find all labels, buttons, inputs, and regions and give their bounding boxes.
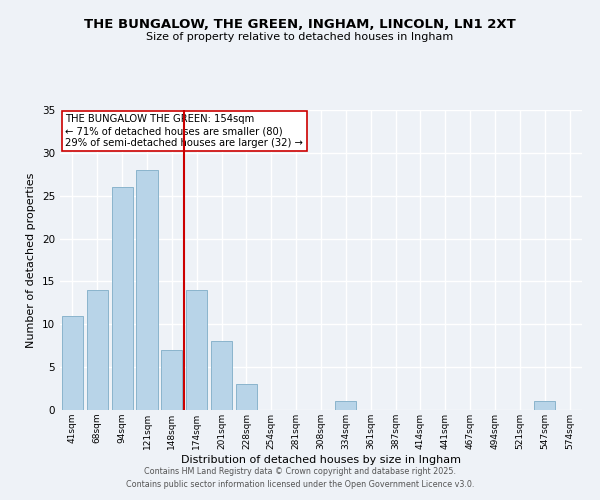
Bar xyxy=(186,290,207,410)
Text: THE BUNGALOW THE GREEN: 154sqm
← 71% of detached houses are smaller (80)
29% of : THE BUNGALOW THE GREEN: 154sqm ← 71% of … xyxy=(65,114,303,148)
Bar xyxy=(136,170,158,410)
Bar xyxy=(534,402,555,410)
Text: THE BUNGALOW, THE GREEN, INGHAM, LINCOLN, LN1 2XT: THE BUNGALOW, THE GREEN, INGHAM, LINCOLN… xyxy=(84,18,516,30)
Bar xyxy=(335,402,356,410)
Bar xyxy=(87,290,108,410)
Bar xyxy=(236,384,257,410)
Bar xyxy=(62,316,83,410)
Text: Contains HM Land Registry data © Crown copyright and database right 2025.: Contains HM Land Registry data © Crown c… xyxy=(144,467,456,476)
Bar xyxy=(211,342,232,410)
Bar xyxy=(112,187,133,410)
Y-axis label: Number of detached properties: Number of detached properties xyxy=(26,172,37,348)
Text: Size of property relative to detached houses in Ingham: Size of property relative to detached ho… xyxy=(146,32,454,42)
X-axis label: Distribution of detached houses by size in Ingham: Distribution of detached houses by size … xyxy=(181,454,461,464)
Bar xyxy=(161,350,182,410)
Text: Contains public sector information licensed under the Open Government Licence v3: Contains public sector information licen… xyxy=(126,480,474,489)
